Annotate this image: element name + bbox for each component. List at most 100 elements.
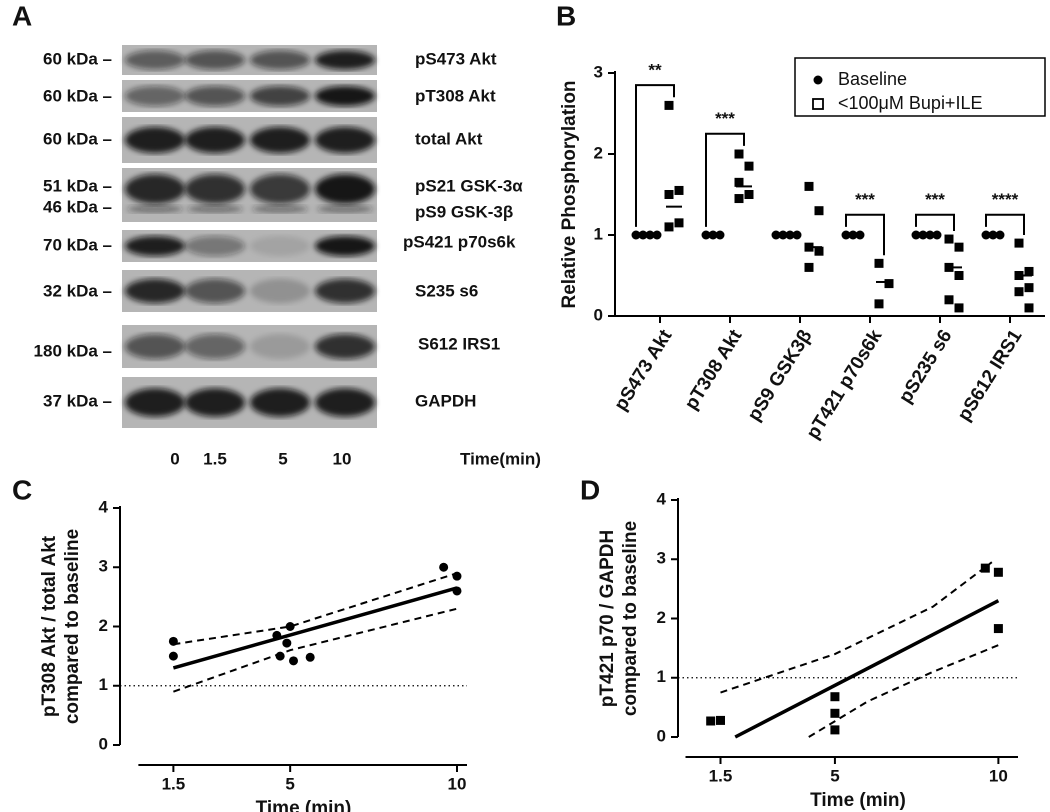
mw-label: 60 kDa – [43,49,112,68]
significance-label: *** [855,190,875,209]
point [848,230,858,240]
band [185,85,245,107]
point [874,258,884,268]
significance-bracket [915,213,955,231]
x-tick-label: pS473 Akt [610,326,676,415]
band [185,235,245,257]
time-label: 10 [333,449,352,468]
band [125,334,185,359]
band [250,388,310,417]
y-axis-label: pT421 p70 / GAPDH [597,530,618,707]
band [250,50,310,70]
point [664,190,674,199]
point [1014,238,1024,248]
band [185,126,245,154]
point [744,161,754,171]
point [734,177,744,187]
point [918,230,928,240]
time-axis-label: Time(min) [460,449,541,468]
time-label: 1.5 [203,449,227,468]
point [631,230,641,240]
point [981,230,991,240]
point [674,185,684,195]
point [804,181,814,191]
band [315,174,375,204]
significance-bracket [705,132,745,227]
point [771,230,781,240]
band [252,205,308,213]
point [841,230,851,240]
band [125,126,185,154]
significance-bracket [845,213,885,256]
band [125,278,185,304]
band [315,278,375,304]
point [830,708,840,718]
legend-marker [812,98,824,110]
regression-line [172,586,458,670]
band [185,50,245,70]
x-tick-label: 1.5 [162,774,186,793]
point [1024,283,1034,293]
point [804,262,814,272]
protein-label: pS21 GSK-3α [415,176,523,195]
point [674,218,684,228]
y-tick-label: 2 [657,608,666,627]
x-tick-label: pT421 p70s6k [803,326,887,443]
time-label: 5 [278,449,287,468]
y-tick-label: 1 [99,675,108,694]
point [911,230,921,240]
ci-line [173,607,458,693]
point [734,149,744,159]
protein-label: pT308 Akt [415,86,496,105]
band [185,334,245,359]
point [439,562,449,572]
y-tick-label: 0 [99,734,108,753]
band [250,278,310,304]
point [305,652,315,662]
protein-label: pS9 GSK-3β [415,202,513,221]
panel-label: A [12,0,32,31]
point [980,563,990,573]
x-tick-label: 10 [448,774,467,793]
x-tick-label: 5 [285,774,294,793]
ci-line [173,572,458,646]
x-tick-label: pS612 IRS1 [954,326,1027,425]
point [954,271,964,280]
x-tick-label: 5 [830,766,839,785]
protein-label: total Akt [415,129,483,148]
point [932,230,942,240]
x-tick-label: pS235 s6 [895,326,956,407]
mw-label: 46 kDa – [43,197,112,216]
point [652,230,662,240]
band [125,174,185,204]
significance-label: *** [715,109,735,128]
band [315,126,375,154]
point [792,230,802,240]
band [317,205,373,213]
point [645,230,655,240]
point [944,234,954,244]
point [785,230,795,240]
band [315,235,375,257]
point [168,651,178,661]
band [250,235,310,257]
band [185,174,245,204]
x-axis-label: Time (min) [256,798,352,812]
legend-marker [813,75,823,85]
point [1014,287,1024,297]
significance-label: ** [648,61,662,80]
mw-label: 32 kDa – [43,281,112,300]
protein-label: GAPDH [415,391,476,410]
mw-label: 37 kDa – [43,391,112,410]
point [282,638,292,648]
band [185,278,245,304]
mw-label: 70 kDa – [43,235,112,254]
point [452,586,462,596]
band [125,85,185,107]
band [125,388,185,417]
band [125,235,185,257]
point [289,656,298,666]
point [708,230,718,240]
point [778,230,788,240]
